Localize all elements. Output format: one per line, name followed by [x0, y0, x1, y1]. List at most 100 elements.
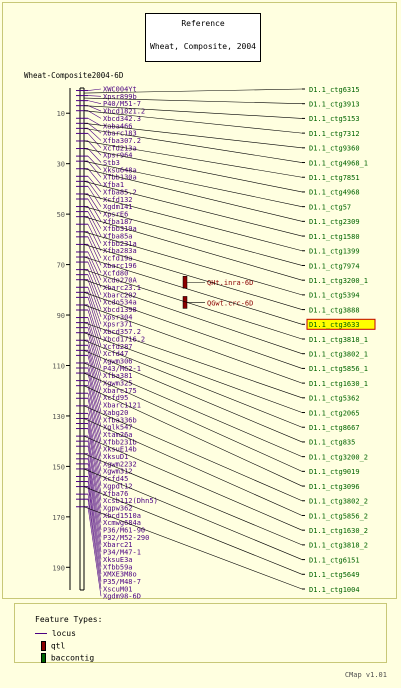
marker-connector: [87, 155, 102, 171]
marker-label: Xksu648a: [103, 166, 137, 174]
marker-connector: [87, 494, 102, 582]
marker-connector: [87, 231, 102, 259]
marker-connector: [87, 428, 102, 501]
marker-connector: [87, 355, 102, 413]
map-frame: [2, 2, 397, 599]
locus-swatch-icon: [35, 633, 47, 634]
marker-connector: [87, 332, 102, 384]
marker-connector: [87, 304, 102, 347]
contig-connector: [83, 453, 303, 546]
marker-connector: [87, 499, 102, 589]
marker-connector: [87, 148, 102, 163]
marker-label: Xbarc196: [103, 262, 137, 270]
marker-label: XksuE3a: [103, 556, 133, 564]
marker-label: Xcfd47: [103, 350, 128, 358]
contig-label: D1.1_ctg3200_2: [309, 453, 368, 461]
qtl-label: QHt.inra-6D: [207, 279, 253, 287]
marker-label: P32/M52-290: [103, 534, 149, 542]
marker-connector: [87, 244, 102, 273]
marker-label: Xgwm325: [103, 380, 133, 388]
marker-label: XWC004Yt: [103, 86, 137, 94]
contig-connector: [83, 304, 303, 384]
qtl-label: QGwt.crc-6D: [207, 299, 253, 307]
marker-label: Xgdm98-6D: [103, 593, 141, 600]
contig-label: D1.1_ctg4968_1: [309, 159, 368, 167]
marker-connector: [87, 413, 102, 479]
marker-connector: [87, 133, 102, 149]
contig-connector: [83, 435, 303, 531]
marker-label: Xbarc202: [103, 291, 137, 299]
contig-label: D1.1_ctg5649: [309, 571, 360, 579]
contig-label: D1.1_ctg7312: [309, 130, 360, 138]
contig-label: D1.1_ctg1004: [309, 586, 360, 594]
marker-label: Xabg20: [103, 409, 128, 417]
marker-label: Xfba85a: [103, 233, 133, 241]
contig-label: D1.1_ctg3818_2: [309, 542, 368, 550]
marker-connector: [87, 340, 102, 391]
contig-connector: [83, 168, 303, 222]
marker-label: Xgdm141: [103, 203, 133, 211]
marker-label: Xtam26a: [103, 431, 133, 439]
contig-connector: [83, 269, 303, 340]
scale-tick-label: 90: [57, 312, 65, 320]
marker-label: Xcdo534a: [103, 299, 137, 307]
marker-label: XksuD1: [103, 453, 128, 461]
marker-connector: [87, 251, 102, 281]
marker-connector: [87, 123, 102, 134]
marker-connector: [87, 446, 102, 523]
contig-connector: [83, 339, 303, 428]
marker-connector: [87, 372, 102, 435]
marker-label: Xfba336b: [103, 416, 137, 424]
contig-connector: [83, 128, 303, 163]
marker-connector: [87, 140, 102, 156]
contig-connector: [83, 140, 303, 178]
contig-connector: [83, 231, 303, 296]
contig-connector: [83, 362, 303, 457]
marker-connector: [87, 211, 102, 237]
scale-tick-label: 190: [52, 564, 65, 572]
contig-label: D1.1_ctg3802_1: [309, 351, 368, 359]
marker-label: Xfba283a: [103, 247, 137, 255]
marker-label: XksuE14b: [103, 446, 137, 454]
legend-item-locus: locus: [35, 629, 76, 638]
contig-connector: [83, 123, 303, 149]
marker-connector: [87, 279, 102, 317]
contig-label: D1.1_ctg9360: [309, 145, 360, 153]
marker-label: Xfba187: [103, 218, 133, 226]
marker-label: Xfbb231a: [103, 240, 137, 248]
marker-label: Xpsr899b: [103, 93, 137, 101]
contig-connector: [83, 110, 303, 134]
contig-connector: [83, 405, 303, 502]
contig-label: D1.1_ctg9019: [309, 468, 360, 476]
contig-label: D1.1_ctg5153: [309, 115, 360, 123]
marker-label: P40/M51-7: [103, 100, 141, 108]
contig-connector: [83, 256, 303, 325]
contig-label: D1.1_ctg3888: [309, 306, 360, 314]
contig-label: D1.1_ctg7974: [309, 262, 360, 270]
marker-label: Xcfd132: [103, 196, 133, 204]
contig-connector: [83, 506, 303, 590]
legend-label-locus: locus: [51, 629, 76, 638]
contig-label: D1.1_ctg3802_2: [309, 498, 368, 506]
marker-connector: [87, 216, 102, 244]
marker-connector: [87, 105, 102, 112]
marker-connector: [87, 88, 102, 91]
marker-label: Xgpdl12: [103, 482, 133, 490]
scale-tick-label: 110: [52, 362, 65, 370]
contig-connector: [83, 372, 303, 472]
contig-label: D1.1_ctg3633: [309, 321, 360, 329]
marker-label: Xcfd95: [103, 394, 128, 402]
marker-connector: [87, 128, 102, 141]
contig-connector: [83, 279, 303, 354]
contig-connector: [83, 97, 303, 105]
scale-tick-label: 130: [52, 413, 65, 421]
contig-connector: [83, 88, 303, 94]
legend-label-qtl: qtl: [50, 641, 66, 651]
marker-connector: [87, 463, 102, 545]
contig-label: D1.1_ctg5362: [309, 395, 360, 403]
scale-tick-label: 30: [57, 161, 65, 169]
scale-tick-label: 50: [57, 211, 65, 219]
contig-label: D1.1_ctg8667: [309, 424, 360, 432]
marker-label: Xfba85.2: [103, 188, 137, 196]
marker-connector: [87, 110, 102, 119]
